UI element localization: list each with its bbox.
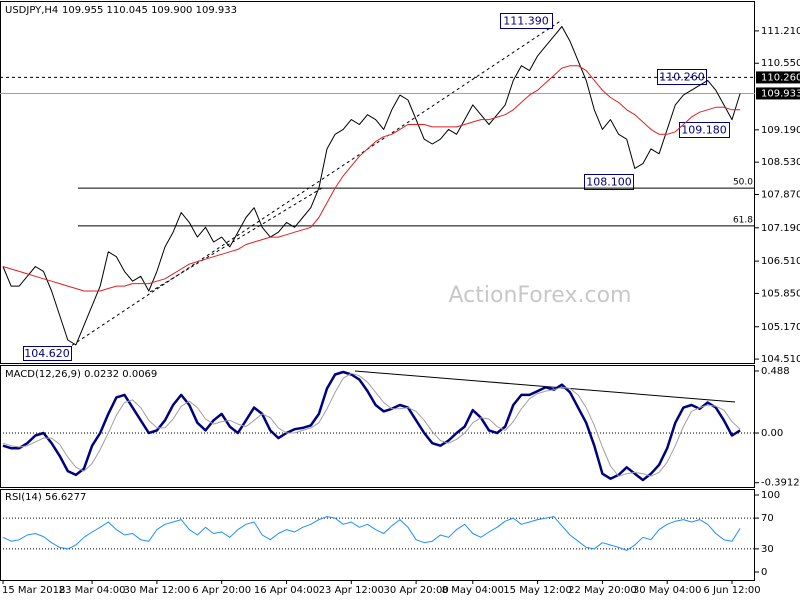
- annotation-box: [657, 69, 707, 85]
- y-tick-label: 107.870: [761, 190, 800, 201]
- x-tick-label: 6 Apr 20:00: [192, 585, 251, 596]
- y-tick-label: 108.530: [761, 157, 800, 168]
- y-tick-label: 100: [761, 490, 780, 501]
- trend-channel-line: [61, 19, 563, 353]
- y-tick-label: 111.210: [761, 26, 800, 37]
- chart-title: USDJPY,H4: [5, 5, 58, 16]
- y-tick-label: 0.00: [761, 428, 783, 439]
- y-tick-label: 105.170: [761, 322, 800, 333]
- x-tick-label: 23 Apr 12:00: [319, 585, 384, 596]
- rsi-panel-frame: [0, 489, 755, 581]
- annotation-text: 104.620: [24, 347, 70, 360]
- price-label-box: [756, 87, 800, 100]
- x-tick-label: 16 Apr 04:00: [254, 585, 319, 596]
- annotation: 110.260: [657, 69, 707, 85]
- series-line: [2, 370, 741, 482]
- x-tick-label: 30 May 04:00: [633, 585, 702, 596]
- y-tick-label: 30: [761, 544, 774, 555]
- annotation-text: 109.180: [681, 124, 727, 137]
- annotation: 109.180: [679, 122, 730, 138]
- series-line: [2, 516, 741, 551]
- x-tick-label: 23 Mar 04:00: [59, 585, 126, 596]
- y-tick-label: 70: [761, 513, 774, 524]
- annotation-text: 110.260: [659, 71, 705, 84]
- chart-subtitle: 109.955 110.045 109.900 109.933: [62, 5, 237, 16]
- annotation-box: [23, 346, 72, 361]
- series-line: [2, 65, 741, 292]
- annotation: 104.620: [23, 346, 72, 361]
- y-tick-label: 109.190: [761, 125, 800, 136]
- y-tick-label: 0: [761, 567, 767, 578]
- price-panel-frame: [0, 1, 755, 364]
- y-tick-label: 104.510: [761, 354, 800, 365]
- rsi-title: RSI(14) 56.6277: [5, 492, 86, 503]
- x-tick-label: 15 Mar 2018: [2, 585, 65, 596]
- fib-label: 50.0: [733, 178, 753, 188]
- x-tick-label: 15 May 12:00: [503, 585, 572, 596]
- annotation: 111.390: [500, 13, 553, 29]
- x-tick-label: 22 May 20:00: [568, 585, 637, 596]
- annotation: 108.100: [584, 174, 634, 190]
- watermark: ActionForex.com: [449, 283, 632, 308]
- fib-label: 61.8: [733, 215, 753, 225]
- annotation-text: 111.390: [503, 15, 549, 28]
- x-tick-label: 30 Mar 12:00: [124, 585, 191, 596]
- annotation-box: [584, 174, 634, 190]
- series-line: [2, 372, 741, 477]
- x-tick-label: 30 Apr 20:00: [383, 585, 448, 596]
- y-tick-label: 105.850: [761, 288, 800, 299]
- y-tick-label: 110.550: [761, 58, 800, 69]
- price-label: 110.260: [761, 72, 800, 83]
- annotation-text: 108.100: [586, 176, 632, 189]
- annotation-box: [500, 13, 553, 29]
- x-tick-label: 6 Jun 12:00: [703, 585, 760, 596]
- y-tick-label: 106.510: [761, 256, 800, 267]
- y-tick-label: 0.488: [761, 366, 790, 377]
- annotation-box: [679, 122, 730, 138]
- y-tick-label: -0.3912: [761, 478, 800, 489]
- series-line: [2, 26, 741, 346]
- price-label: 109.933: [761, 88, 800, 99]
- macd-panel-frame: [0, 365, 755, 488]
- price-label-box: [756, 71, 800, 84]
- x-tick-label: 8 May 04:00: [442, 585, 504, 596]
- macd-title: MACD(12,26,9) 0.0232 0.0069: [5, 369, 157, 380]
- y-tick-label: 107.190: [761, 223, 800, 234]
